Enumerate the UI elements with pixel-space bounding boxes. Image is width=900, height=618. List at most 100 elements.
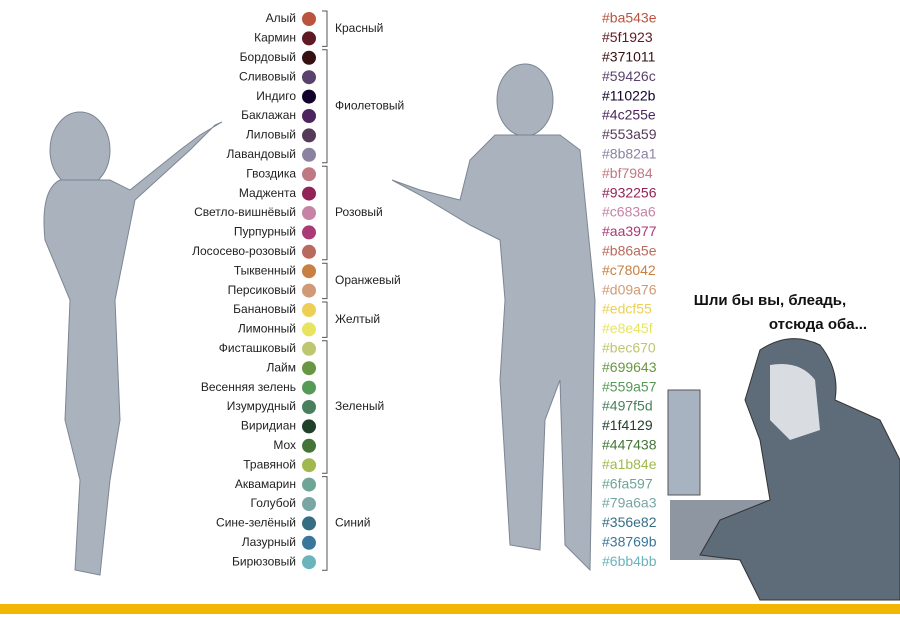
color-swatch [302, 109, 316, 123]
color-name: Лососево-розовый [192, 244, 296, 258]
group-bracket [322, 49, 328, 164]
color-name: Персиковый [228, 283, 296, 297]
color-code: #bec670 [602, 340, 656, 356]
color-swatch [302, 225, 316, 240]
color-swatch [302, 400, 316, 414]
color-code: #b86a5e [602, 243, 657, 259]
color-code: #c78042 [602, 262, 656, 278]
color-code: #79a6a3 [602, 495, 657, 511]
color-swatch [302, 186, 316, 201]
group-label: Красный [335, 21, 383, 35]
color-swatch [302, 477, 316, 492]
color-code: #aa3977 [602, 223, 657, 239]
color-code: #6fa597 [602, 475, 653, 491]
color-name: Бордовый [240, 50, 296, 64]
color-code: #447438 [602, 437, 657, 453]
color-swatch [302, 31, 316, 46]
color-swatch [302, 535, 316, 550]
color-name: Сливовый [239, 69, 296, 83]
color-code: #ba543e [602, 10, 657, 26]
color-name: Баклажан [241, 108, 296, 122]
color-name: Аквамарин [235, 477, 296, 491]
color-code: #e8e45f [602, 320, 653, 336]
color-name: Банановый [233, 302, 296, 316]
color-swatch [302, 555, 316, 570]
color-name: Голубой [251, 496, 297, 510]
color-swatch [302, 12, 316, 26]
color-swatch [302, 244, 316, 259]
color-code: #6bb4bb [602, 553, 657, 569]
color-code: #559a57 [602, 378, 657, 394]
color-swatch [302, 206, 316, 220]
color-swatch [302, 516, 316, 531]
color-name: Кармин [254, 31, 296, 45]
color-code: #bf7984 [602, 165, 653, 181]
color-swatch [302, 167, 316, 182]
color-code: #edcf55 [602, 301, 652, 317]
color-name: Лазурный [242, 535, 296, 549]
color-code: #371011 [602, 49, 656, 65]
color-code: #c683a6 [602, 204, 656, 220]
color-name: Маджента [239, 186, 296, 200]
color-swatch [302, 322, 316, 337]
color-name: Тыквенный [234, 263, 296, 277]
color-code: #699643 [602, 359, 657, 375]
group-label: Розовый [335, 205, 383, 219]
color-name: Пурпурный [234, 225, 296, 239]
color-code: #59426c [602, 68, 656, 84]
color-code: #a1b84e [602, 456, 657, 472]
color-code: #932256 [602, 184, 657, 200]
color-name: Светло-вишнёвый [194, 205, 296, 219]
group-bracket [322, 340, 328, 474]
computer-guy [667, 338, 900, 601]
color-swatch [302, 361, 316, 376]
color-swatch [302, 341, 316, 356]
group-label: Синий [335, 516, 370, 530]
color-swatch [302, 128, 316, 143]
color-name: Алый [266, 11, 296, 25]
color-name: Индиго [256, 89, 296, 103]
color-name: Лавандовый [227, 147, 296, 161]
color-swatch [302, 380, 316, 395]
group-bracket [322, 10, 328, 47]
man-figure [391, 63, 596, 572]
color-swatch [302, 303, 316, 317]
color-code: #497f5d [602, 398, 653, 414]
group-bracket [322, 301, 328, 338]
color-code: #38769b [602, 534, 657, 550]
color-name: Весенняя зелень [201, 380, 296, 394]
color-code: #4c255e [602, 107, 656, 123]
caption-line: Шли бы вы, блеадь, [694, 292, 846, 309]
caption-line: отсюда оба... [769, 316, 867, 333]
color-code: #1f4129 [602, 417, 653, 433]
color-name: Мох [273, 438, 296, 452]
color-name: Травяной [243, 457, 296, 471]
bottom-bar [0, 604, 900, 614]
color-name: Изумрудный [227, 399, 296, 413]
color-code: #356e82 [602, 514, 657, 530]
color-name: Гвоздика [246, 166, 296, 180]
group-bracket [322, 476, 328, 571]
color-swatch [302, 264, 316, 279]
color-swatch [302, 458, 316, 473]
color-code: #553a59 [602, 126, 657, 142]
color-code: #8b82a1 [602, 146, 657, 162]
color-code: #5f1923 [602, 29, 653, 45]
color-swatch [302, 283, 316, 298]
color-swatch [302, 70, 316, 85]
color-name: Лайм [266, 360, 296, 374]
group-label: Фиолетовый [335, 98, 404, 112]
color-swatch [302, 438, 316, 453]
woman-figure [43, 111, 223, 576]
color-swatch [302, 497, 316, 511]
group-label: Зеленый [335, 399, 384, 413]
color-code: #11022b [602, 87, 656, 103]
color-swatch [302, 89, 316, 104]
color-swatch [302, 50, 316, 65]
color-name: Бирюзовый [232, 554, 296, 568]
color-name: Лиловый [246, 128, 296, 142]
color-name: Фисташковый [219, 341, 296, 355]
group-bracket [322, 165, 328, 261]
color-swatch [302, 419, 316, 434]
